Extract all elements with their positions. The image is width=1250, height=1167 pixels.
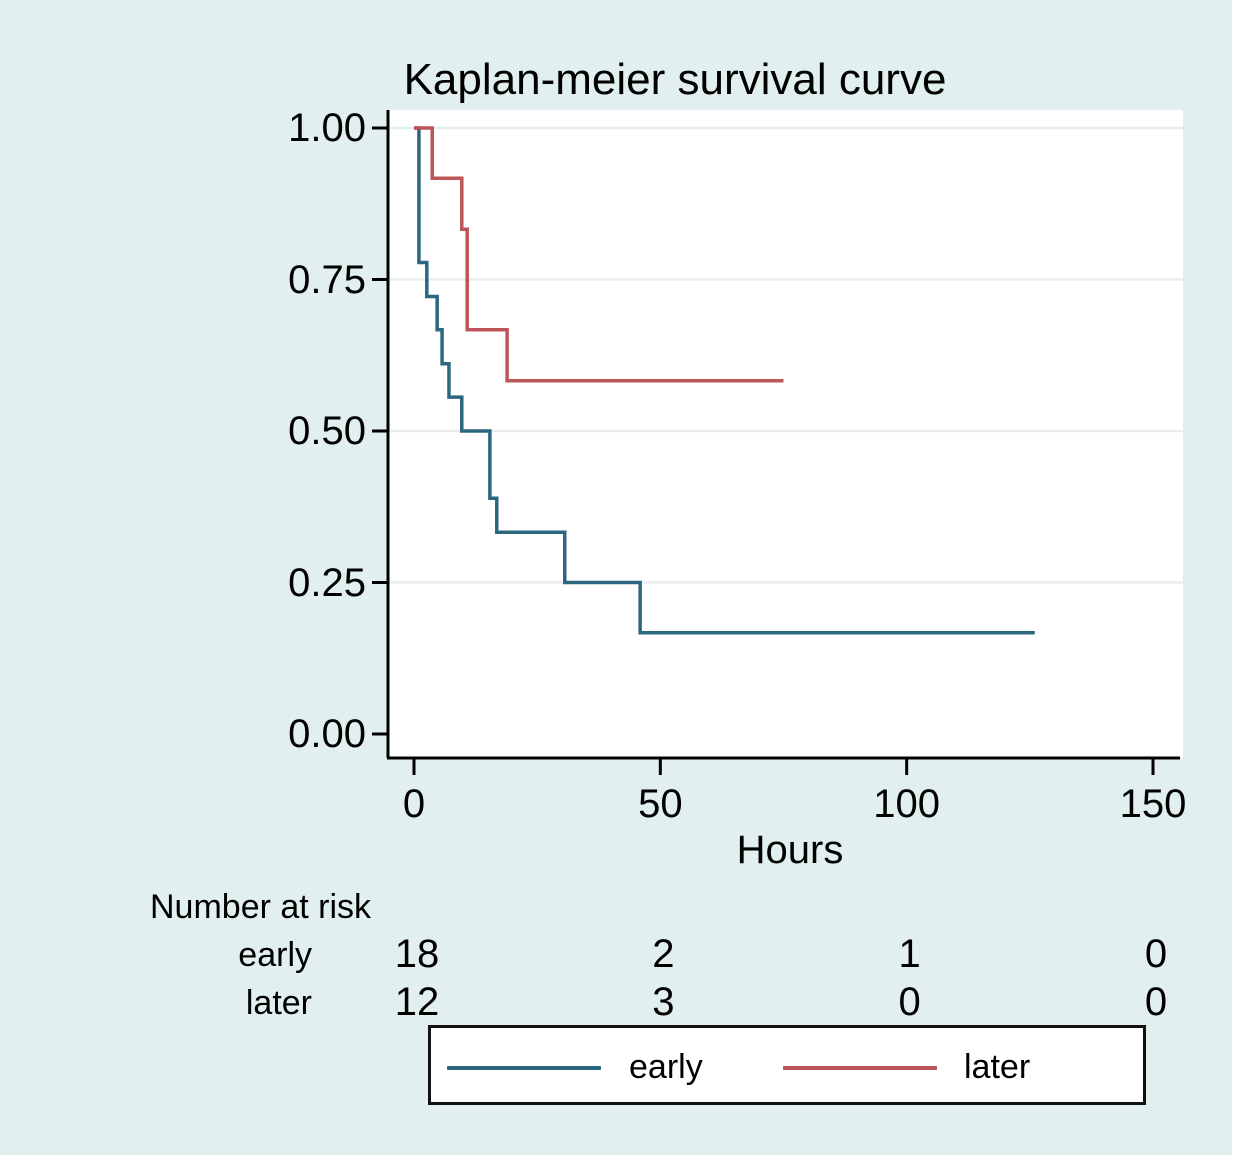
y-tick-label: 0.75 <box>288 257 366 302</box>
risk-count: 0 <box>1144 932 1168 976</box>
risk-count: 1 <box>898 932 921 976</box>
risk-table-title: Number at risk <box>150 888 372 926</box>
risk-row-label-early: early <box>238 936 312 974</box>
legend-line-later <box>783 1066 937 1070</box>
y-tick-label: 0.50 <box>288 409 366 453</box>
chart-title: Kaplan-meier survival curve <box>403 55 947 104</box>
y-tick-label: 0.25 <box>288 560 366 605</box>
legend: early later <box>428 1025 1146 1105</box>
x-tick-label: 100 <box>873 782 941 826</box>
plot-area <box>388 110 1183 758</box>
x-tick-label: 150 <box>1119 782 1187 826</box>
legend-label: later <box>964 1048 1031 1086</box>
legend-line-early <box>447 1066 601 1070</box>
risk-count: 2 <box>652 932 675 976</box>
legend-label: early <box>629 1048 703 1086</box>
risk-count: 0 <box>1144 980 1168 1024</box>
risk-count: 12 <box>394 980 440 1024</box>
x-tick-label: 50 <box>638 782 683 826</box>
x-tick-label: 0 <box>402 782 426 826</box>
y-tick-label: 1.00 <box>288 106 366 150</box>
x-axis-label: Hours <box>736 828 844 872</box>
risk-count: 0 <box>898 980 921 1024</box>
risk-row-label-later: later <box>245 984 312 1022</box>
y-tick-label: 0.00 <box>288 712 366 756</box>
survival-curve-later <box>414 126 784 383</box>
risk-count: 3 <box>652 980 675 1024</box>
risk-count: 18 <box>394 932 440 976</box>
survival-curve-early <box>414 126 1035 635</box>
